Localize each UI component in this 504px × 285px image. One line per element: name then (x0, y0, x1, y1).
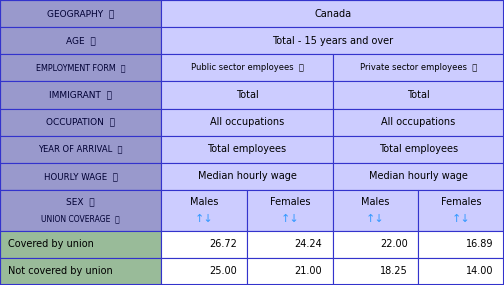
Bar (418, 190, 504, 231)
Bar (333, 190, 418, 231)
Text: Covered by union: Covered by union (8, 239, 94, 249)
Text: IMMIGRANT  ⓘ: IMMIGRANT ⓘ (49, 91, 112, 99)
Bar (0, 190, 161, 231)
Text: 14.00: 14.00 (466, 266, 494, 276)
Text: Total employees: Total employees (208, 144, 286, 154)
Bar (0, 54, 161, 82)
Text: Canada: Canada (314, 9, 351, 19)
Text: 24.24: 24.24 (295, 239, 323, 249)
Bar (161, 258, 247, 285)
Bar (333, 54, 504, 82)
Bar (0, 258, 161, 285)
Bar (161, 82, 333, 109)
Text: Females: Females (441, 197, 481, 207)
Bar (0, 0, 161, 27)
Bar (161, 136, 333, 163)
Text: 26.72: 26.72 (209, 239, 237, 249)
Bar (418, 258, 504, 285)
Bar (333, 109, 504, 136)
Bar (0, 109, 161, 136)
Bar (161, 109, 333, 136)
Text: YEAR OF ARRIVAL  ⓘ: YEAR OF ARRIVAL ⓘ (38, 145, 123, 154)
Text: Males: Males (190, 197, 218, 207)
Bar (333, 82, 504, 109)
Bar (0, 27, 161, 54)
Text: Total - 15 years and over: Total - 15 years and over (272, 36, 393, 46)
Text: Median hourly wage: Median hourly wage (369, 172, 468, 182)
Bar (418, 231, 504, 258)
Text: OCCUPATION  ⓘ: OCCUPATION ⓘ (46, 118, 115, 127)
Text: Total employees: Total employees (379, 144, 458, 154)
Text: 18.25: 18.25 (381, 266, 408, 276)
Text: UNION COVERAGE  ⓘ: UNION COVERAGE ⓘ (41, 215, 120, 224)
Text: EMPLOYMENT FORM  ⓘ: EMPLOYMENT FORM ⓘ (36, 63, 125, 72)
Text: ↑↓: ↑↓ (280, 213, 299, 223)
Text: 16.89: 16.89 (466, 239, 494, 249)
Text: ↑↓: ↑↓ (366, 213, 385, 223)
Bar (247, 258, 333, 285)
Bar (247, 190, 333, 231)
Bar (333, 231, 418, 258)
Bar (0, 190, 161, 231)
Text: Total: Total (407, 90, 430, 100)
Text: ↑↓: ↑↓ (195, 213, 214, 223)
Text: All occupations: All occupations (381, 117, 456, 127)
Bar (161, 163, 333, 190)
Text: ↑↓: ↑↓ (452, 213, 471, 223)
Bar (0, 82, 161, 109)
Text: 22.00: 22.00 (381, 239, 408, 249)
Text: HOURLY WAGE  ⓘ: HOURLY WAGE ⓘ (44, 172, 117, 181)
Bar (0, 163, 161, 190)
Bar (0, 231, 161, 258)
Text: 21.00: 21.00 (295, 266, 323, 276)
Text: SEX  ⓘ: SEX ⓘ (67, 197, 95, 206)
Bar (247, 231, 333, 258)
Text: Public sector employees  ⓘ: Public sector employees ⓘ (191, 63, 303, 72)
Text: Males: Males (361, 197, 390, 207)
Text: Females: Females (270, 197, 310, 207)
Bar (161, 0, 504, 27)
Text: All occupations: All occupations (210, 117, 284, 127)
Bar (161, 190, 247, 231)
Text: Total: Total (235, 90, 259, 100)
Bar (161, 54, 333, 82)
Text: Not covered by union: Not covered by union (8, 266, 113, 276)
Bar (161, 231, 247, 258)
Bar (0, 136, 161, 163)
Bar (333, 258, 418, 285)
Text: Median hourly wage: Median hourly wage (198, 172, 296, 182)
Text: AGE  ⓘ: AGE ⓘ (66, 36, 96, 45)
Bar (333, 163, 504, 190)
Bar (333, 136, 504, 163)
Text: 25.00: 25.00 (209, 266, 237, 276)
Text: Private sector employees  ⓘ: Private sector employees ⓘ (360, 63, 477, 72)
Text: GEOGRAPHY  ⓘ: GEOGRAPHY ⓘ (47, 9, 114, 18)
Bar (161, 27, 504, 54)
